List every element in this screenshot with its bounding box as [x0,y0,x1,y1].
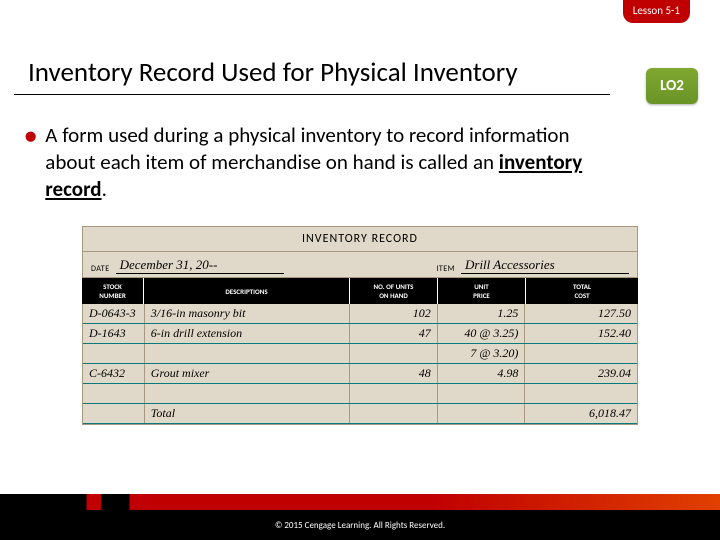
bullet-item: ● A form used during a physical inventor… [24,122,600,203]
item-label: ITEM [436,264,455,274]
col-total: TOTAL COST [526,278,638,304]
title-underline [14,94,610,95]
copyright-text: © 2015 Cengage Learning. All Rights Rese… [275,520,445,531]
record-heading: INVENTORY RECORD [82,226,638,252]
bullet-pre: A form used during a physical inventory … [45,122,569,175]
table-total-row: Total6,018.47 [83,404,637,424]
item-value: Drill Accessories [461,257,629,274]
slide-title: Inventory Record Used for Physical Inven… [28,56,518,89]
col-desc: DESCRIPTIONS [144,278,350,304]
record-body: D-0643-33/16-in masonry bit1021.25127.50… [82,304,638,425]
col-stock: STOCK NUMBER [82,278,144,304]
bullet-text: A form used during a physical inventory … [45,122,600,203]
table-row: 7 @ 3.20) [83,344,637,364]
inventory-record-figure: INVENTORY RECORD DATE December 31, 20-- … [82,226,638,425]
date-label: DATE [91,264,110,274]
date-value: December 31, 20-- [116,257,284,274]
bullet-post: . [102,176,107,202]
table-row: C-6432Grout mixer484.98239.04 [83,364,637,384]
table-row: D-16436-in drill extension4740 @ 3.25)15… [83,324,637,344]
record-meta-row: DATE December 31, 20-- ITEM Drill Access… [82,252,638,278]
slide: Lesson 5-1 Inventory Record Used for Phy… [0,0,720,540]
col-price: UNIT PRICE [438,278,526,304]
col-units: NO. OF UNITS ON HAND [350,278,438,304]
footer-accent-bar [0,494,720,510]
footer-bar: © 2015 Cengage Learning. All Rights Rese… [0,510,720,540]
record-column-headers: STOCK NUMBER DESCRIPTIONS NO. OF UNITS O… [82,278,638,304]
bullet-marker: ● [24,122,37,203]
lesson-tab: Lesson 5-1 [623,0,690,23]
learning-objective-badge: LO2 [646,68,698,104]
table-row [83,384,637,404]
table-row: D-0643-33/16-in masonry bit1021.25127.50 [83,304,637,324]
